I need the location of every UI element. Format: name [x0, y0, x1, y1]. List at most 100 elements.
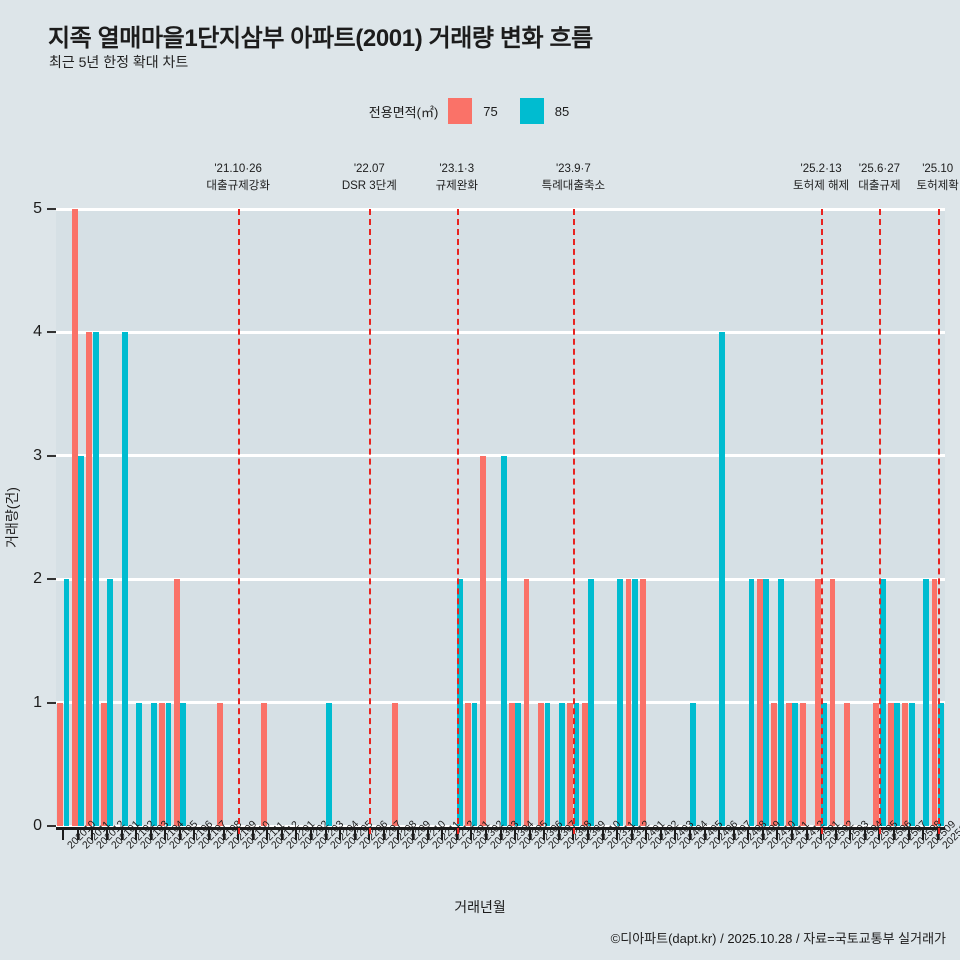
x-tick-mark: [688, 830, 691, 840]
bar-75-202306[interactable]: [523, 579, 530, 826]
bar-85-202307[interactable]: [544, 702, 551, 826]
bar-75-202310[interactable]: [581, 702, 588, 826]
x-tick-mark: [484, 830, 487, 840]
x-tick-mark: [266, 830, 269, 840]
bar-75-202101[interactable]: [100, 702, 107, 826]
gridline: [56, 701, 945, 705]
legend: 전용면적(㎡) 75 85: [0, 96, 960, 126]
bar-85-202012[interactable]: [92, 332, 99, 826]
event-line-202506: [879, 209, 882, 834]
legend-label-85: 85: [554, 103, 570, 119]
x-tick-mark: [805, 830, 808, 840]
bar-75-202307[interactable]: [538, 702, 544, 826]
x-tick-mark: [601, 830, 604, 840]
bar-85-202102[interactable]: [121, 332, 128, 826]
legend-label-75: 75: [483, 103, 498, 119]
x-tick-mark: [572, 830, 575, 840]
bar-75-202309[interactable]: [567, 702, 574, 826]
y-tick-mark: [47, 454, 56, 457]
bar-75-202412[interactable]: [785, 702, 792, 826]
bar-75-202401[interactable]: [625, 579, 632, 826]
x-tick-mark: [834, 830, 837, 840]
legend-item-85[interactable]: 85: [519, 98, 591, 124]
y-axis-label: 거래량(건): [4, 487, 20, 548]
bar-75-202303[interactable]: [479, 455, 486, 826]
bar-75-202504[interactable]: [844, 702, 850, 826]
bar-85-202312[interactable]: [617, 579, 624, 826]
bar-85-202509[interactable]: [923, 579, 930, 826]
bar-85-202507[interactable]: [894, 702, 901, 826]
bar-85-202106[interactable]: [180, 702, 186, 826]
x-tick-mark: [149, 830, 152, 840]
bar-85-202104[interactable]: [151, 702, 157, 826]
bar-75-202402[interactable]: [640, 579, 646, 826]
bar-75-202209[interactable]: [392, 702, 399, 826]
bar-85-202508[interactable]: [908, 702, 915, 826]
bar-85-202310[interactable]: [588, 579, 595, 826]
bar-75-202109[interactable]: [217, 702, 224, 826]
event-date: '22.07: [353, 163, 385, 175]
bar-75-202508[interactable]: [902, 702, 909, 826]
bar-75-202510[interactable]: [931, 579, 938, 826]
x-tick-mark: [922, 830, 925, 840]
bar-85-202409[interactable]: [748, 579, 755, 826]
bar-85-202510[interactable]: [938, 702, 944, 826]
y-tick-mark: [47, 825, 56, 827]
event-label-202510: '25.10 토허제확: [878, 161, 960, 195]
bar-85-202302[interactable]: [471, 702, 478, 826]
bar-85-202411[interactable]: [777, 579, 784, 826]
y-axis: 0 1 2 3 4 5: [0, 200, 56, 834]
bar-75-202010[interactable]: [57, 702, 63, 826]
y-tick-mark: [47, 331, 56, 334]
bar-85-202405[interactable]: [690, 702, 697, 826]
bar-75-202106[interactable]: [173, 579, 180, 826]
bar-85-202105[interactable]: [165, 702, 172, 826]
bar-75-202502[interactable]: [815, 579, 821, 826]
bar-85-202401[interactable]: [631, 579, 638, 826]
bar-75-202507[interactable]: [887, 702, 894, 826]
bar-85-202410[interactable]: [763, 579, 769, 826]
bar-85-202101[interactable]: [107, 579, 114, 826]
x-tick-mark: [499, 830, 502, 840]
bar-85-202407[interactable]: [719, 332, 726, 826]
bar-85-202010[interactable]: [63, 579, 70, 826]
x-tick-mark: [251, 830, 254, 840]
bar-75-202105[interactable]: [159, 702, 165, 826]
bar-85-202309[interactable]: [573, 702, 580, 826]
bar-75-202305[interactable]: [508, 702, 515, 826]
gridline: [56, 577, 945, 581]
bar-85-202308[interactable]: [559, 702, 565, 826]
bar-85-202506[interactable]: [879, 579, 886, 826]
bar-75-202011[interactable]: [71, 209, 78, 826]
bar-75-202503[interactable]: [829, 579, 836, 826]
bar-75-202506[interactable]: [873, 702, 880, 826]
event-label-202502: '25.2·13 토허제 해제: [761, 161, 881, 195]
bar-75-202501[interactable]: [800, 702, 807, 826]
event-label-202207: '22.07 DSR 3단계: [309, 161, 429, 195]
bar-75-202302[interactable]: [465, 702, 472, 826]
gridline: [56, 330, 945, 334]
bar-85-202502[interactable]: [821, 702, 828, 826]
bar-75-202410[interactable]: [756, 579, 763, 826]
bar-85-202011[interactable]: [78, 455, 84, 826]
bar-85-202301[interactable]: [457, 579, 463, 826]
x-tick-mark: [470, 830, 473, 840]
event-date: '23.1·3: [439, 163, 475, 175]
x-tick-mark: [936, 830, 939, 840]
gridline: [56, 454, 945, 458]
bar-85-202304[interactable]: [500, 455, 507, 826]
event-date: '25.6·27: [858, 163, 900, 175]
bar-75-202012[interactable]: [86, 332, 93, 826]
bar-85-202204[interactable]: [325, 702, 332, 826]
x-tick-mark: [849, 830, 852, 840]
legend-item-75[interactable]: 75: [448, 98, 519, 124]
bar-85-202103[interactable]: [136, 702, 143, 826]
bar-85-202305[interactable]: [515, 702, 522, 826]
y-tick-label: 2: [33, 570, 42, 588]
bar-75-202112[interactable]: [261, 702, 268, 826]
x-tick-mark: [295, 830, 298, 840]
y-tick-label: 1: [33, 693, 42, 711]
bar-85-202412[interactable]: [792, 702, 799, 826]
event-desc: 토허제확: [916, 180, 959, 192]
bar-75-202411[interactable]: [771, 702, 778, 826]
